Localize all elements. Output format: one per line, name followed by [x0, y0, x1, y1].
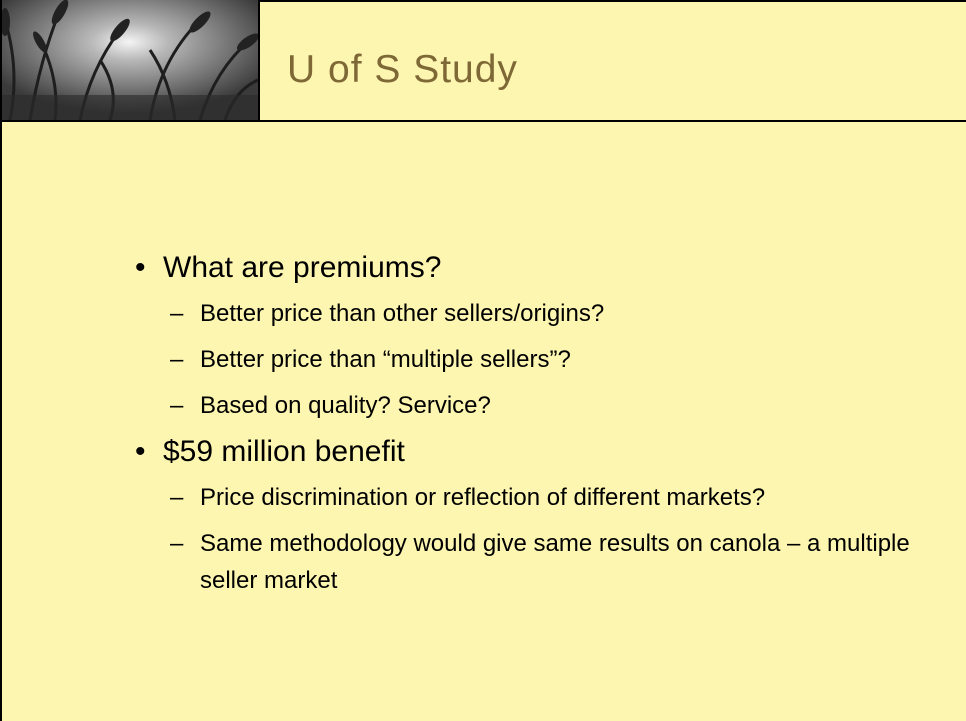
sub-bullet: Better price than “multiple sellers”? — [170, 341, 933, 378]
slide-body: What are premiums? Better price than othe… — [135, 240, 935, 599]
sub-bullet: Based on quality? Service? — [170, 387, 933, 424]
header-divider — [258, 0, 260, 121]
slide-title: U of S Study — [287, 48, 518, 91]
bullet: What are premiums? — [135, 250, 935, 286]
header-rule — [0, 120, 966, 122]
top-border — [258, 0, 966, 2]
bullet: $59 million benefit — [135, 434, 935, 470]
left-border — [0, 0, 2, 721]
sub-list: Better price than other sellers/origins?… — [135, 295, 935, 424]
sub-bullet: Price discrimination or reflection of di… — [170, 479, 933, 516]
sub-list: Price discrimination or reflection of di… — [135, 479, 935, 599]
sub-bullet: Same methodology would give same results… — [170, 525, 933, 599]
sub-bullet: Better price than other sellers/origins? — [170, 295, 933, 332]
header-image — [0, 0, 258, 120]
